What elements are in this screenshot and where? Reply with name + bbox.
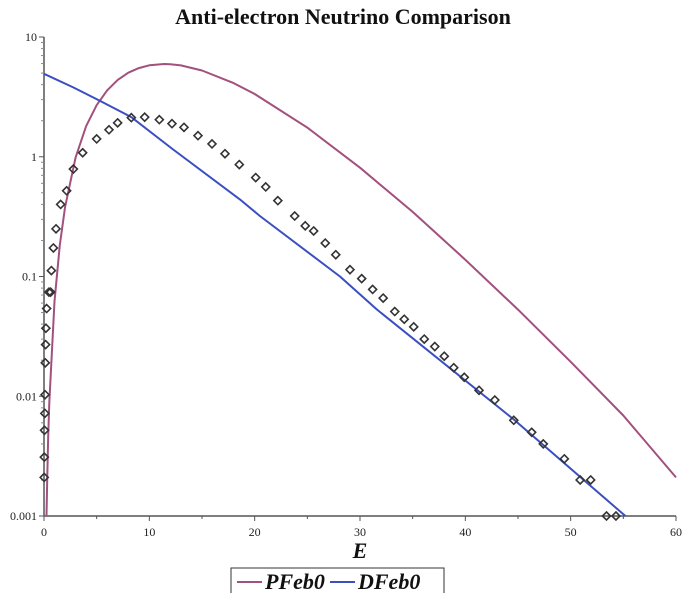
data-point-diamond xyxy=(473,385,485,396)
data-point-diamond xyxy=(166,118,178,129)
data-point-diamond xyxy=(610,510,622,522)
data-point-diamond xyxy=(508,415,519,426)
data-point-diamond xyxy=(77,147,88,158)
data-point-diamond xyxy=(330,249,341,260)
data-point-diamond xyxy=(585,474,596,486)
data-point-diamond xyxy=(559,453,570,464)
data-point-diamond xyxy=(126,112,137,123)
data-point-diamond xyxy=(459,372,470,383)
data-point-diamond xyxy=(178,122,190,133)
data-point-diamond xyxy=(356,273,367,284)
data-point-diamond xyxy=(39,389,51,400)
data-point-diamond xyxy=(538,438,549,450)
data-point-diamond xyxy=(320,237,331,249)
x-tick-label: 60 xyxy=(670,525,682,539)
x-axis-label: E xyxy=(352,538,368,563)
data-point-diamond xyxy=(344,264,356,275)
y-tick-label: 0.01 xyxy=(16,389,37,403)
data-point-diamond xyxy=(103,124,115,135)
data-point-diamond xyxy=(389,306,400,317)
data-point-diamond xyxy=(48,242,59,254)
data-point-diamond xyxy=(39,425,50,436)
data-point-diamond xyxy=(601,510,612,522)
data-point-diamond xyxy=(50,223,62,234)
legend: PFeb0 DFeb0 xyxy=(230,567,445,593)
series-line-pfeb0 xyxy=(45,63,677,517)
data-point-diamond xyxy=(192,130,204,141)
x-tick-label: 40 xyxy=(459,525,471,539)
x-tick-label: 30 xyxy=(354,525,366,539)
data-point-diamond xyxy=(40,339,51,350)
data-point-diamond xyxy=(308,225,319,237)
data-point-diamond xyxy=(429,341,440,352)
data-point-diamond xyxy=(260,181,271,193)
data-point-diamond xyxy=(367,284,378,295)
data-point-diamond xyxy=(250,172,261,183)
data-point-diamond xyxy=(439,351,450,362)
chart-title: Anti-electron Neutrino Comparison xyxy=(175,4,511,29)
data-point-diamond xyxy=(139,112,150,123)
y-tick-label: 0.001 xyxy=(10,509,37,523)
data-point-diamond xyxy=(43,287,55,298)
data-point-diamond xyxy=(68,163,79,175)
x-tick-label: 50 xyxy=(565,525,577,539)
data-point-diamond xyxy=(112,117,123,128)
data-point-diamond xyxy=(272,195,283,206)
data-point-diamond xyxy=(41,303,52,314)
data-point-diamond xyxy=(45,287,56,298)
x-tick-label: 10 xyxy=(143,525,155,539)
data-point-diamond xyxy=(154,114,165,125)
data-point-diamond xyxy=(206,138,218,150)
data-point-diamond xyxy=(234,159,245,170)
data-point-diamond xyxy=(399,314,410,325)
data-point-diamond xyxy=(46,265,57,276)
data-point-diamond xyxy=(489,394,500,406)
legend-label-pfeb0: PFeb0 xyxy=(264,569,325,593)
data-point-diamond xyxy=(55,199,66,210)
data-point-diamond xyxy=(300,220,311,231)
data-point-diamond xyxy=(289,210,300,222)
data-point-diamond xyxy=(39,472,50,483)
legend-label-dfeb0: DFeb0 xyxy=(357,569,420,593)
data-point-diamond xyxy=(526,427,537,438)
axes: 0.001 0.01 0.1 1 10 0 10 20 30 40 50 60 xyxy=(10,30,682,539)
data-point-diamond xyxy=(408,321,419,332)
data-point-diamond xyxy=(40,357,51,369)
series-line-dfeb0 xyxy=(43,72,627,517)
data-point-diamond xyxy=(575,474,586,486)
data-point-diamond xyxy=(40,323,52,334)
legend-box xyxy=(230,567,445,593)
data-point-diamond xyxy=(419,333,430,345)
data-point-diamond xyxy=(39,408,50,419)
x-tick-label: 0 xyxy=(41,525,47,539)
data-point-diamond xyxy=(448,362,459,373)
data-point-diamond xyxy=(39,452,50,463)
y-tick-label: 0.1 xyxy=(22,270,37,284)
data-point-diamond xyxy=(91,133,102,145)
y-tick-label: 1 xyxy=(31,150,37,164)
data-point-diamond xyxy=(61,185,72,196)
x-tick-label: 20 xyxy=(249,525,261,539)
y-tick-label: 10 xyxy=(25,30,37,44)
data-point-diamond xyxy=(219,148,231,159)
series-layer xyxy=(39,63,677,522)
data-point-diamond xyxy=(378,292,389,304)
